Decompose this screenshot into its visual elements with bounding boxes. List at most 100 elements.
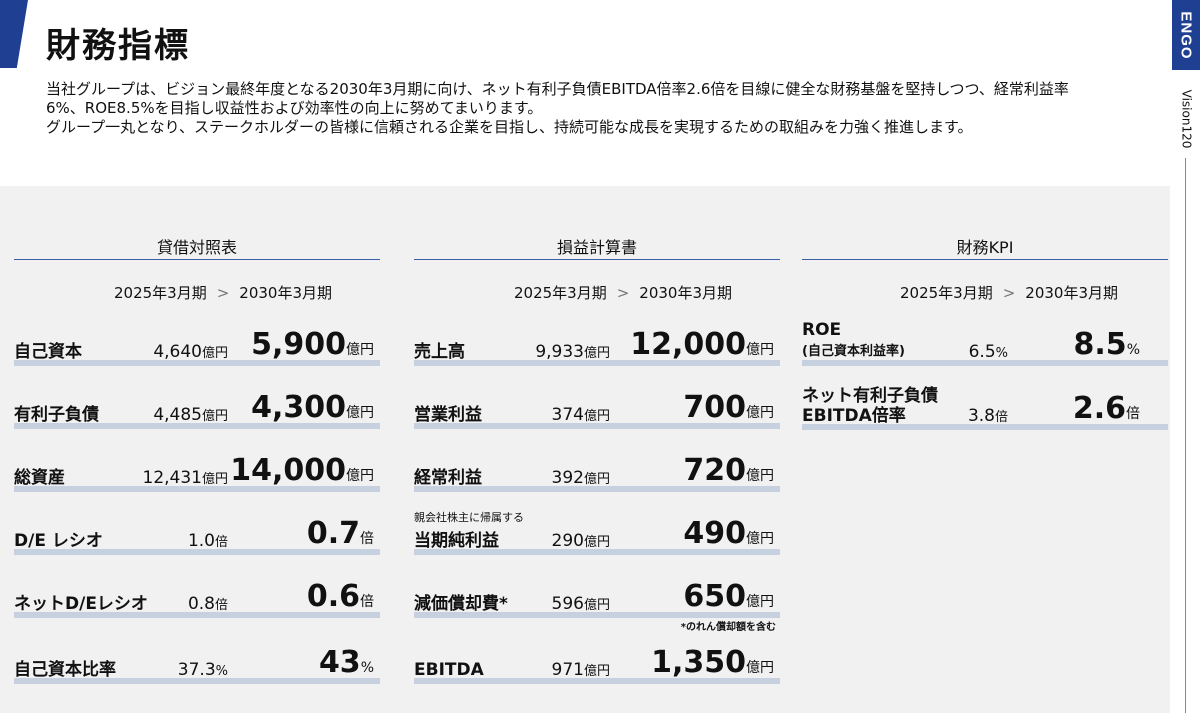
metrics-panel — [0, 186, 1170, 713]
value-2025: 374億円 — [551, 405, 610, 425]
section-underline — [14, 259, 380, 260]
metric-sublabel: EBITDA倍率 — [802, 406, 906, 426]
year-header: 2025年3月期 >2030年3月期 — [514, 282, 732, 303]
metric-label: 売上高 — [414, 342, 465, 362]
metric-label: EBITDA — [414, 660, 484, 680]
metric-row: 自己資本 4,640億円 5,900億円 — [14, 326, 380, 366]
intro-line-2: 6%、ROE8.5%を目指し収益性および効率性の向上に努めてまいります。 — [46, 99, 543, 117]
row-bar — [14, 360, 380, 366]
value-2030: 8.5% — [1073, 327, 1140, 362]
metric-row: 親会社株主に帰属する 当期純利益 290億円 490億円 — [414, 511, 780, 555]
metric-row: ネットD/Eレシオ 0.8倍 0.6倍 — [14, 578, 380, 618]
income-statement-section: 損益計算書 2025年3月期 >2030年3月期 売上高 9,933億円 12,0… — [414, 186, 780, 713]
metric-label: ネット有利子負債 EBITDA倍率 — [802, 386, 938, 426]
value-2025: 6.5% — [968, 342, 1008, 362]
value-2030: 14,000億円 — [230, 453, 374, 488]
section-title: 損益計算書 — [556, 238, 637, 257]
year-arrow: > — [616, 284, 630, 302]
value-2030: 12,000億円 — [630, 327, 774, 362]
intro-line-1: 当社グループは、ビジョン最終年度となる2030年3月期に向け、ネット有利子負債E… — [46, 80, 1069, 98]
metric-row: 自己資本比率 37.3% 43% — [14, 644, 380, 684]
value-2030: 0.7倍 — [306, 516, 374, 551]
year-header: 2025年3月期 >2030年3月期 — [114, 282, 332, 303]
value-2030: 2.6倍 — [1072, 391, 1140, 426]
section-underline — [414, 259, 780, 260]
section-underline — [802, 259, 1168, 260]
logo-text: ENGO — [1177, 10, 1195, 60]
value-2030: 490億円 — [683, 516, 774, 551]
row-bar — [414, 486, 780, 492]
row-bar — [14, 549, 380, 555]
row-bar — [14, 612, 380, 618]
metric-row: ネット有利子負債 EBITDA倍率 3.8倍 2.6倍 — [802, 384, 1168, 430]
metric-label: 減価償却費* — [414, 594, 508, 614]
company-logo: ENGO — [1172, 0, 1200, 70]
corner-accent-stripe — [0, 0, 28, 68]
metric-row: EBITDA 971億円 1,350億円 — [414, 644, 780, 684]
value-2025: 596億円 — [551, 594, 610, 614]
balance-sheet-section: 貸借対照表 2025年3月期 >2030年3月期 自己資本 4,640億円 5,9… — [14, 186, 380, 713]
value-2025: 4,485億円 — [153, 405, 228, 425]
value-2025: 290億円 — [551, 531, 610, 551]
metric-label: D/E レシオ — [14, 531, 103, 551]
depreciation-footnote: *のれん償却額を含む — [680, 622, 776, 633]
row-bar — [14, 423, 380, 429]
metric-row: 減価償却費* 596億円 650億円 — [414, 578, 780, 618]
row-bar — [414, 678, 780, 684]
value-2025: 3.8倍 — [967, 406, 1008, 426]
year-from: 2025年3月期 — [514, 284, 607, 302]
metric-row: 営業利益 374億円 700億円 — [414, 389, 780, 429]
row-bar — [802, 360, 1168, 366]
value-2030: 43% — [318, 645, 374, 680]
metric-label: 有利子負債 — [14, 405, 99, 425]
year-arrow: > — [1002, 284, 1016, 302]
metric-label: 営業利益 — [414, 405, 482, 425]
year-to: 2030年3月期 — [639, 284, 733, 302]
section-title: 財務KPI — [956, 238, 1014, 257]
metric-label: ROE (自己資本利益率) — [802, 320, 905, 359]
value-2030: 700億円 — [683, 390, 774, 425]
row-bar — [414, 423, 780, 429]
vision-divider — [1185, 158, 1186, 713]
intro-line-3: グループ一丸となり、ステークホルダーの皆様に信頼される企業を目指し、持続可能な成… — [46, 118, 973, 136]
value-2030: 0.6倍 — [306, 579, 374, 614]
year-to: 2030年3月期 — [239, 284, 333, 302]
metric-label: 自己資本比率 — [14, 660, 116, 680]
year-to: 2030年3月期 — [1025, 284, 1119, 302]
value-2030: 4,300億円 — [251, 390, 374, 425]
year-from: 2025年3月期 — [900, 284, 993, 302]
logo-box — [1172, 0, 1200, 70]
metric-label-prefix: 親会社株主に帰属する — [414, 511, 524, 524]
intro-text: 当社グループは、ビジョン最終年度となる2030年3月期に向け、ネット有利子負債E… — [46, 80, 1146, 137]
row-bar — [14, 486, 380, 492]
metric-row: D/E レシオ 1.0倍 0.7倍 — [14, 515, 380, 555]
metric-row: 総資産 12,431億円 14,000億円 — [14, 452, 380, 492]
value-2025: 392億円 — [551, 468, 610, 488]
value-2025: 1.0倍 — [187, 531, 228, 551]
vision-text: Vision120 — [1179, 89, 1193, 149]
row-bar — [414, 612, 780, 618]
metric-sublabel: (自己資本利益率) — [802, 344, 905, 359]
value-2025: 0.8倍 — [187, 594, 228, 614]
year-from: 2025年3月期 — [114, 284, 207, 302]
value-2030: 720億円 — [683, 453, 774, 488]
metric-label: 総資産 — [14, 468, 65, 488]
metric-label: 経常利益 — [414, 468, 482, 488]
vision-label: Vision120 — [1172, 84, 1200, 154]
metric-row: 売上高 9,933億円 12,000億円 — [414, 326, 780, 366]
value-2030: 5,900億円 — [251, 327, 374, 362]
section-title: 貸借対照表 — [156, 238, 237, 257]
metric-row: 有利子負債 4,485億円 4,300億円 — [14, 389, 380, 429]
value-2025: 37.3% — [177, 660, 228, 680]
row-bar — [14, 678, 380, 684]
value-2025: 12,431億円 — [142, 468, 229, 488]
metric-label: 親会社株主に帰属する 当期純利益 — [414, 511, 524, 551]
financial-kpi-section: 財務KPI 2025年3月期 >2030年3月期 ROE (自己資本利益率) 6.5… — [802, 186, 1168, 713]
row-bar — [414, 360, 780, 366]
page-title: 財務指標 — [46, 26, 190, 66]
row-bar — [414, 549, 780, 555]
metric-row: ROE (自己資本利益率) 6.5% 8.5% — [802, 320, 1168, 366]
metric-label: 自己資本 — [14, 342, 82, 362]
metric-row: 経常利益 392億円 720億円 — [414, 452, 780, 492]
value-2030: 1,350億円 — [651, 645, 774, 680]
